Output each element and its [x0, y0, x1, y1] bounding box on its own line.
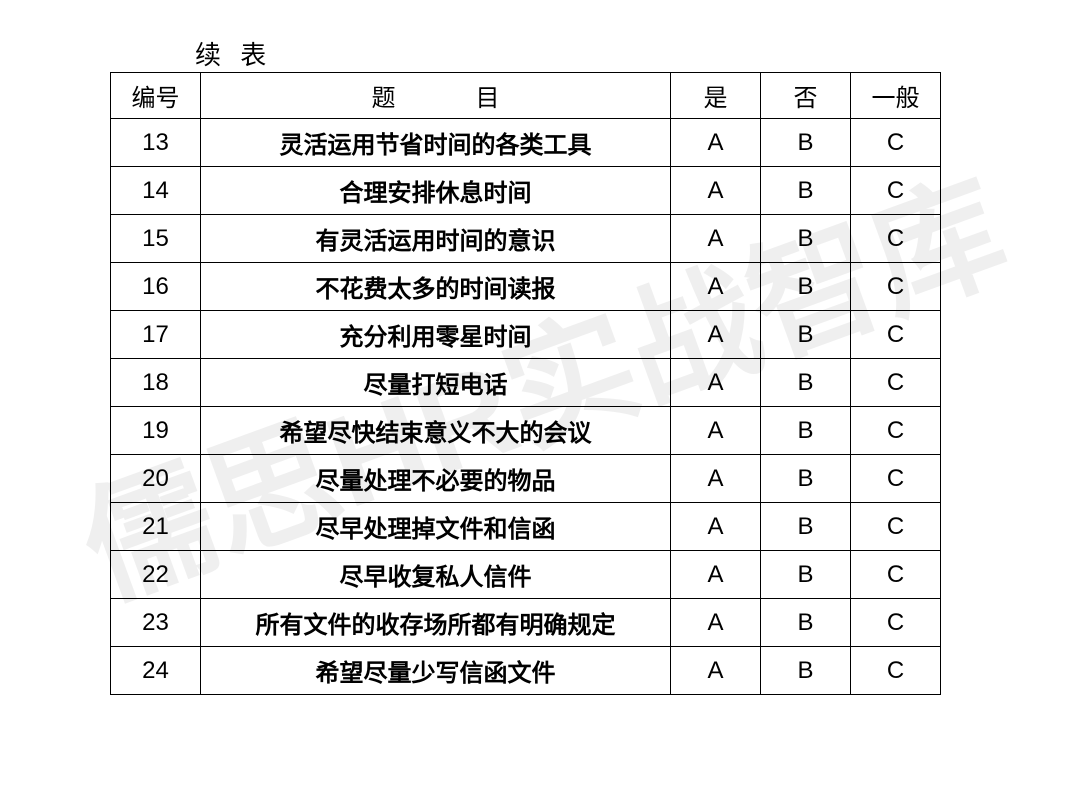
cell-yes: A	[671, 167, 761, 215]
cell-no: B	[761, 647, 851, 695]
cell-neutral: C	[851, 167, 941, 215]
cell-neutral: C	[851, 311, 941, 359]
table-row: 19希望尽快结束意义不大的会议ABC	[111, 407, 941, 455]
cell-num: 21	[111, 503, 201, 551]
cell-yes: A	[671, 407, 761, 455]
cell-num: 15	[111, 215, 201, 263]
cell-yes: A	[671, 119, 761, 167]
cell-neutral: C	[851, 407, 941, 455]
cell-neutral: C	[851, 599, 941, 647]
cell-question: 所有文件的收存场所都有明确规定	[201, 599, 671, 647]
cell-num: 14	[111, 167, 201, 215]
hdr-num: 编号	[111, 73, 201, 119]
cell-no: B	[761, 359, 851, 407]
cell-num: 24	[111, 647, 201, 695]
table-row: 14合理安排休息时间ABC	[111, 167, 941, 215]
cell-question: 尽量处理不必要的物品	[201, 455, 671, 503]
table-row: 21尽早处理掉文件和信函ABC	[111, 503, 941, 551]
table-row: 13灵活运用节省时间的各类工具ABC	[111, 119, 941, 167]
cell-question: 充分利用零星时间	[201, 311, 671, 359]
cell-question: 希望尽量少写信函文件	[201, 647, 671, 695]
cell-num: 20	[111, 455, 201, 503]
cell-no: B	[761, 215, 851, 263]
cell-num: 19	[111, 407, 201, 455]
table-row: 20尽量处理不必要的物品ABC	[111, 455, 941, 503]
cell-num: 16	[111, 263, 201, 311]
cell-no: B	[761, 167, 851, 215]
cell-yes: A	[671, 503, 761, 551]
cell-no: B	[761, 455, 851, 503]
cell-neutral: C	[851, 263, 941, 311]
cell-num: 23	[111, 599, 201, 647]
cell-num: 17	[111, 311, 201, 359]
cell-yes: A	[671, 263, 761, 311]
cell-no: B	[761, 551, 851, 599]
cell-yes: A	[671, 359, 761, 407]
cell-no: B	[761, 503, 851, 551]
table-row: 23所有文件的收存场所都有明确规定ABC	[111, 599, 941, 647]
table-row: 22尽早收复私人信件ABC	[111, 551, 941, 599]
cell-neutral: C	[851, 647, 941, 695]
cell-question: 合理安排休息时间	[201, 167, 671, 215]
cell-question: 尽量打短电话	[201, 359, 671, 407]
cell-question: 灵活运用节省时间的各类工具	[201, 119, 671, 167]
cell-num: 13	[111, 119, 201, 167]
cell-num: 18	[111, 359, 201, 407]
cell-question: 有灵活运用时间的意识	[201, 215, 671, 263]
cell-num: 22	[111, 551, 201, 599]
cell-yes: A	[671, 599, 761, 647]
table-header-row: 编号 题目 是 否 一般	[111, 73, 941, 119]
cell-neutral: C	[851, 359, 941, 407]
cell-neutral: C	[851, 455, 941, 503]
hdr-question: 题目	[201, 73, 671, 119]
cell-question: 不花费太多的时间读报	[201, 263, 671, 311]
cell-neutral: C	[851, 503, 941, 551]
table-row: 15有灵活运用时间的意识ABC	[111, 215, 941, 263]
hdr-neutral: 一般	[851, 73, 941, 119]
table-row: 17充分利用零星时间ABC	[111, 311, 941, 359]
cell-question: 希望尽快结束意义不大的会议	[201, 407, 671, 455]
table-body: 13灵活运用节省时间的各类工具ABC14合理安排休息时间ABC15有灵活运用时间…	[111, 119, 941, 695]
cell-no: B	[761, 599, 851, 647]
table-row: 18尽量打短电话ABC	[111, 359, 941, 407]
questionnaire-table: 编号 题目 是 否 一般 13灵活运用节省时间的各类工具ABC14合理安排休息时…	[110, 72, 941, 695]
cell-neutral: C	[851, 215, 941, 263]
table-row: 16不花费太多的时间读报ABC	[111, 263, 941, 311]
cell-yes: A	[671, 311, 761, 359]
cell-neutral: C	[851, 119, 941, 167]
cell-yes: A	[671, 215, 761, 263]
hdr-yes: 是	[671, 73, 761, 119]
cell-no: B	[761, 311, 851, 359]
cell-question: 尽早收复私人信件	[201, 551, 671, 599]
cell-no: B	[761, 407, 851, 455]
hdr-no: 否	[761, 73, 851, 119]
table-row: 24希望尽量少写信函文件ABC	[111, 647, 941, 695]
table-caption: 续 表	[195, 35, 272, 72]
cell-yes: A	[671, 647, 761, 695]
cell-question: 尽早处理掉文件和信函	[201, 503, 671, 551]
cell-no: B	[761, 119, 851, 167]
page: 续 表 编号 题目 是 否 一般 13灵活运用节省时间的各类工具ABC14合理安…	[0, 0, 1080, 810]
cell-neutral: C	[851, 551, 941, 599]
cell-yes: A	[671, 551, 761, 599]
cell-yes: A	[671, 455, 761, 503]
cell-no: B	[761, 263, 851, 311]
